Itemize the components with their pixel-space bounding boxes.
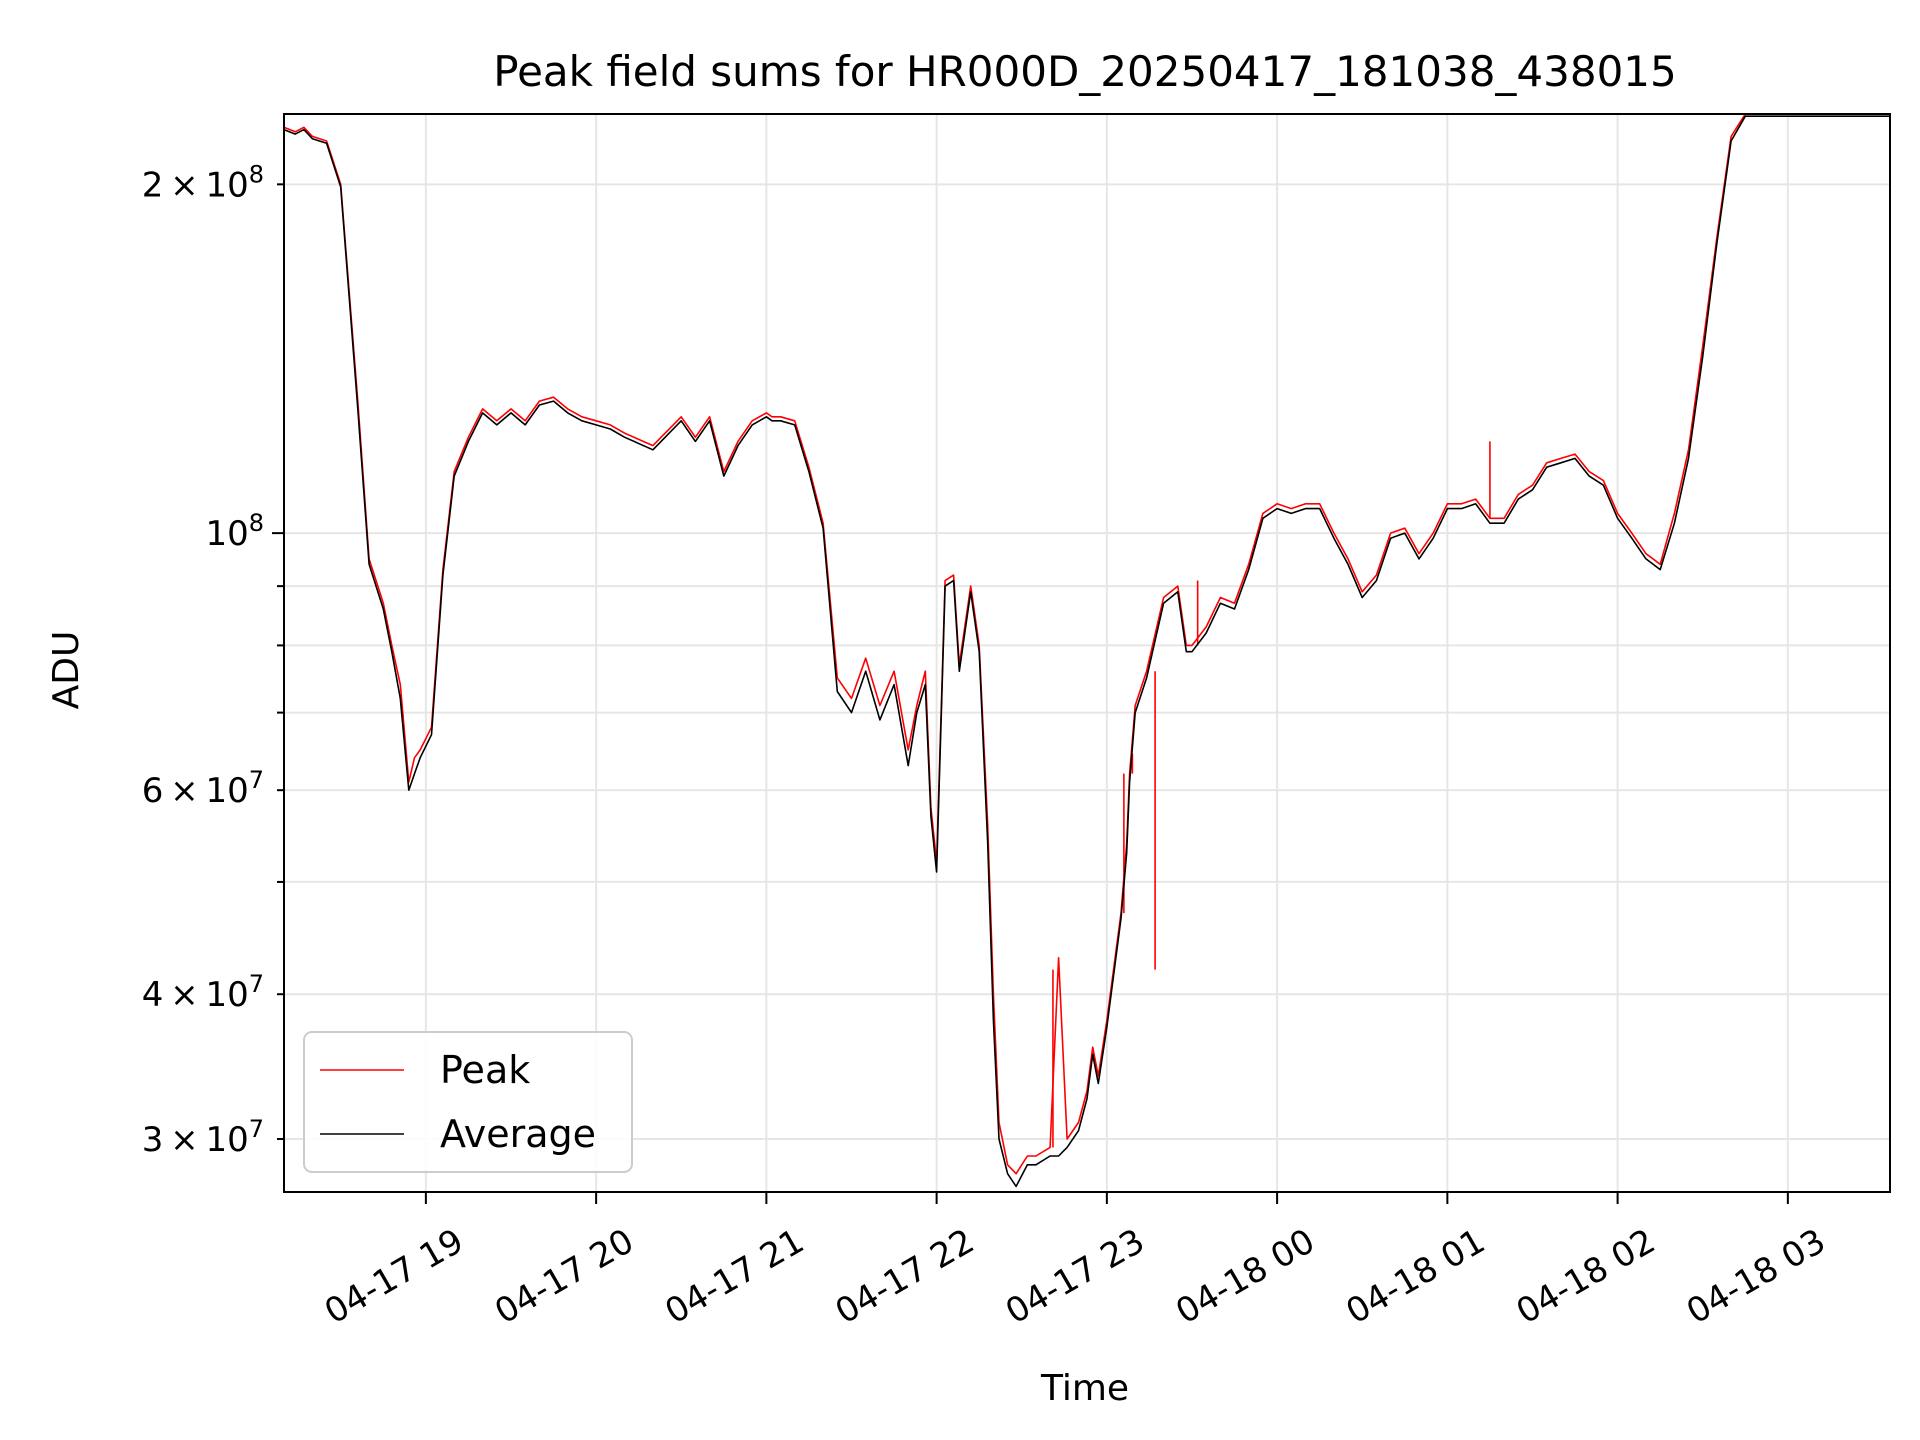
- x-axis-label: Time: [1040, 1368, 1129, 1409]
- chart-title: Peak field sums for HR000D_20250417_1810…: [493, 47, 1677, 96]
- average-series-line: [284, 115, 1890, 1188]
- legend: Peak Average: [303, 1031, 633, 1173]
- legend-label-peak: Peak: [440, 1048, 530, 1092]
- y-tick-label: 2 × 108: [142, 160, 264, 205]
- y-tick-label: 3 × 107: [142, 1115, 264, 1160]
- plot-area: [284, 114, 1890, 1188]
- y-tick-label: 6 × 107: [142, 766, 264, 811]
- legend-label-average: Average: [440, 1112, 596, 1156]
- y-axis-label: ADU: [46, 631, 87, 710]
- y-tick-label: 4 × 107: [142, 970, 264, 1015]
- grid: [284, 114, 1890, 1192]
- y-tick-label: 108: [205, 509, 264, 554]
- axes-frame: [283, 113, 1891, 1193]
- legend-box: [303, 1031, 633, 1173]
- peak-series-line: [284, 114, 1890, 1175]
